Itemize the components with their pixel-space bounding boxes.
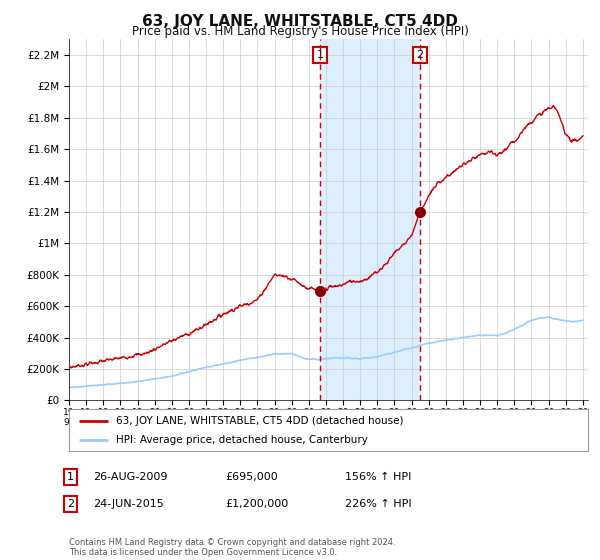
Text: £695,000: £695,000 xyxy=(225,472,278,482)
Text: HPI: Average price, detached house, Canterbury: HPI: Average price, detached house, Cant… xyxy=(116,435,368,445)
Text: 24-JUN-2015: 24-JUN-2015 xyxy=(93,499,164,509)
Text: 63, JOY LANE, WHITSTABLE, CT5 4DD: 63, JOY LANE, WHITSTABLE, CT5 4DD xyxy=(142,14,458,29)
Text: 156% ↑ HPI: 156% ↑ HPI xyxy=(345,472,412,482)
Text: 2: 2 xyxy=(416,50,424,60)
Text: 26-AUG-2009: 26-AUG-2009 xyxy=(93,472,167,482)
Text: 2: 2 xyxy=(67,499,74,509)
Text: £1,200,000: £1,200,000 xyxy=(225,499,288,509)
Text: Contains HM Land Registry data © Crown copyright and database right 2024.
This d: Contains HM Land Registry data © Crown c… xyxy=(69,538,395,557)
Bar xyxy=(320,39,420,400)
Text: Price paid vs. HM Land Registry's House Price Index (HPI): Price paid vs. HM Land Registry's House … xyxy=(131,25,469,38)
Text: 226% ↑ HPI: 226% ↑ HPI xyxy=(345,499,412,509)
Text: 1: 1 xyxy=(67,472,74,482)
Text: 63, JOY LANE, WHITSTABLE, CT5 4DD (detached house): 63, JOY LANE, WHITSTABLE, CT5 4DD (detac… xyxy=(116,416,403,426)
Text: 1: 1 xyxy=(316,50,323,60)
